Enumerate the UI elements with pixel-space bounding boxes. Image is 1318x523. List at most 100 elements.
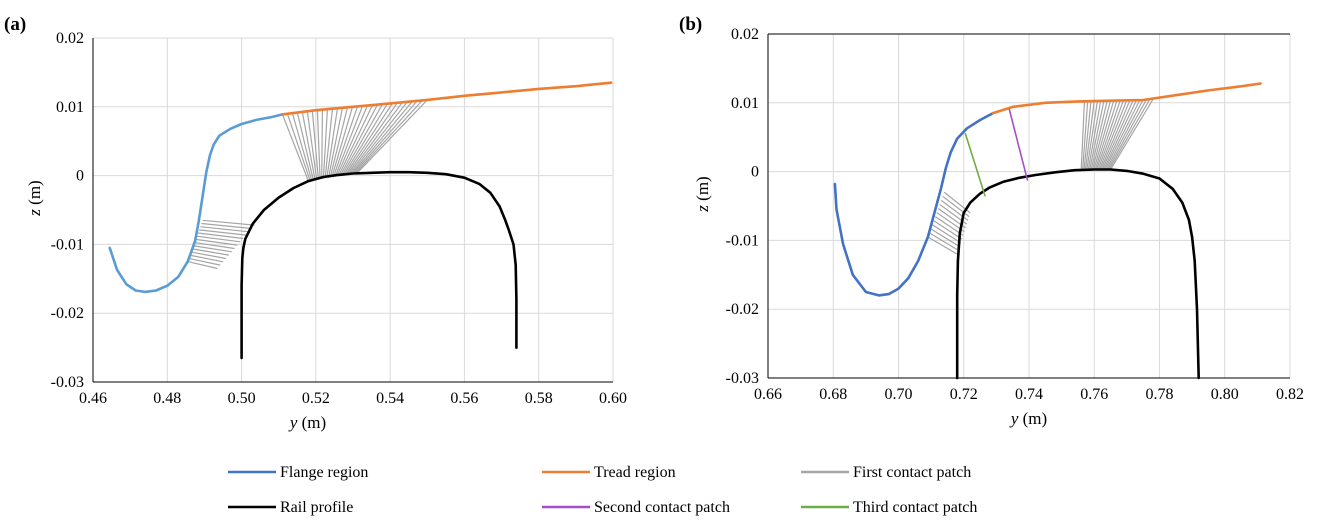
contact-patch-line [934,216,964,236]
series-flange_b-line [833,111,995,297]
legend-label: Third contact patch [853,499,977,516]
contact-patch-line [189,254,224,263]
contact-patch-line [351,101,413,175]
contact-patch-line [349,101,408,175]
y-tick-label: -0.02 [726,301,759,318]
contact-patch-line [1087,100,1102,171]
x-axis-label: y (m) [288,413,326,432]
contact-patch-line [281,114,309,182]
contact-patch-line [930,228,960,248]
contact-patch-line [1083,100,1092,171]
contact-patch-line [193,245,232,253]
legend-label: Tread region [594,464,676,481]
contact-patch-line [346,102,398,176]
x-axis-label-unit: (m) [297,413,326,432]
x-axis-label-var: y [1009,409,1019,428]
series-contact2-line [1008,108,1029,181]
x-tick-label: 0.54 [376,390,404,407]
x-axis-label-unit: (m) [1018,409,1047,428]
contact-patch-line [322,109,328,179]
contact-patch-line [326,108,338,179]
y-axis-label: z (m) [25,180,44,216]
contact-patch-line [197,232,244,240]
contact-patch-line [191,251,227,260]
contact-patch-line [929,232,959,251]
x-axis-label: y (m) [1009,409,1047,428]
legend-label: First contact patch [853,464,971,481]
contact-patch-line [187,261,218,270]
series-rail-line [240,170,518,360]
contact-patch-line [1098,99,1128,171]
contact-patch-line [329,107,348,178]
y-tick-label: -0.03 [51,374,84,391]
contact-patch-line [1089,100,1105,171]
contact-patch-line [1084,100,1095,171]
contact-patch-line [1108,99,1151,170]
contact-patch-line [301,112,316,181]
x-tick-label: 0.72 [950,386,978,403]
series-rail-line [955,168,1200,380]
y-tick-label: -0.02 [51,305,84,322]
x-tick-label: 0.56 [450,390,478,407]
contact-patch-line [336,105,368,177]
y-tick-label: 0 [76,168,84,185]
x-tick-label: 0.82 [1276,386,1304,403]
x-tick-label: 0.60 [599,390,627,407]
contact-patch-line [1093,99,1115,171]
contact-patch-line [1097,99,1125,171]
y-axis-label: z (m) [693,176,712,212]
contact-patch-line [354,100,423,175]
y-tick-label: 0.01 [731,95,759,112]
x-axis-label-var: y [288,413,298,432]
contact-patch-line [341,104,383,177]
x-tick-label: 0.52 [302,390,330,407]
contact-patch-line [342,103,388,176]
contact-patch-line [1107,99,1147,170]
y-axis-label-unit: (m) [25,180,44,209]
x-tick-label: 0.50 [228,390,256,407]
contact-patch-line [331,107,353,178]
series-tread-line [991,82,1262,115]
contact-patch-line [1100,99,1131,170]
contact-patch-line [352,100,418,175]
contact-patch-line [201,222,252,230]
contact-patch-line [1096,99,1121,171]
chart-panel-b: 0.66 0.68 0.70 0.72 0.74 0.76 0.78 0.80 0.82 -0.0… [679,14,1304,428]
contact-patch-line [291,113,313,181]
contact-patch-line [286,113,311,182]
contact-patch-line [296,112,315,181]
series-flange-line [108,113,284,294]
y-tick-label: -0.01 [726,232,759,249]
y-tick-label: 0.02 [731,26,759,43]
y-tick-label: 0.02 [56,30,84,47]
x-tick-label: 0.46 [79,390,107,407]
contact-patch-line [202,219,255,226]
contact-patch-line [1103,99,1138,170]
legend-label: Second contact patch [594,499,730,516]
contact-patch-line [337,105,373,177]
contact-patch-line [1104,99,1141,170]
contact-patch-line [356,99,428,174]
contact-patch-line [1091,100,1112,171]
legend-label: Rail profile [280,499,353,516]
y-axis-label-unit: (m) [693,176,712,205]
panel-label: (b) [679,14,702,35]
x-tick-label: 0.70 [885,386,913,403]
contact-patch-line [1080,100,1086,171]
contact-patch-line [942,195,970,218]
contact-patch-line [200,226,249,233]
x-tick-label: 0.80 [1211,386,1239,403]
y-tick-label: 0 [751,164,759,181]
x-tick-label: 0.68 [819,386,847,403]
contact-patch-line [196,235,241,243]
contact-patch-line [327,108,343,179]
contact-patch-line [1105,99,1144,170]
contact-patch-line [188,257,221,266]
contact-patch-line [1101,99,1134,170]
contact-patch-line [192,248,229,256]
contact-patch-line [1081,100,1089,171]
chart-legend: Flange region Tread region First contact p… [228,464,977,516]
contact-patch-line [339,104,378,177]
contact-patch-line [334,106,363,178]
